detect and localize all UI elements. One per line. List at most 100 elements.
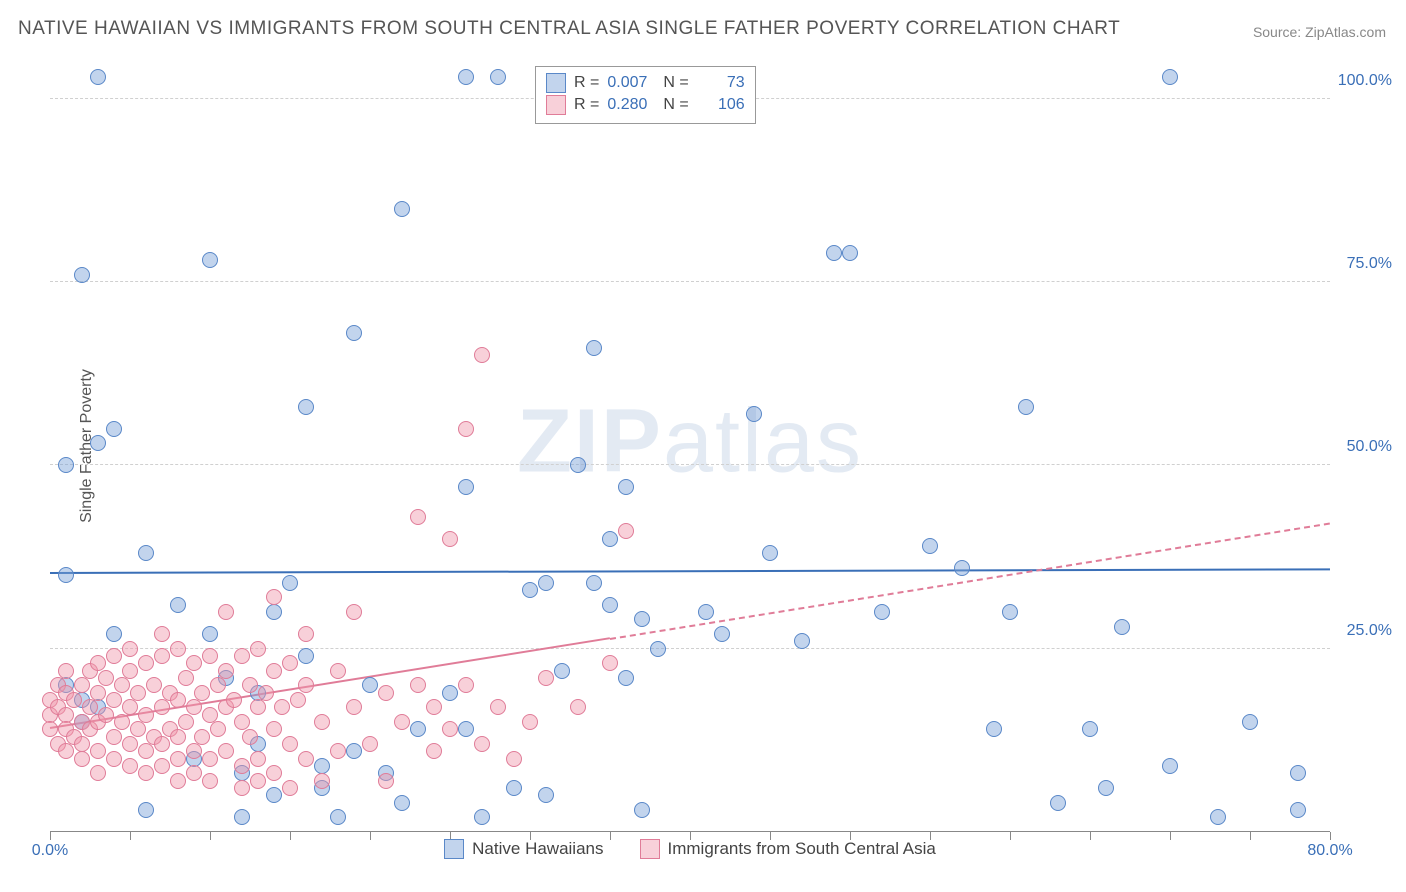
data-point: [474, 736, 490, 752]
data-point: [474, 809, 490, 825]
data-point: [178, 670, 194, 686]
gridline: [50, 281, 1330, 282]
data-point: [106, 692, 122, 708]
data-point: [282, 575, 298, 591]
data-point: [602, 531, 618, 547]
data-point: [274, 699, 290, 715]
data-point: [554, 663, 570, 679]
data-point: [290, 692, 306, 708]
data-point: [410, 509, 426, 525]
data-point: [250, 773, 266, 789]
data-point: [330, 743, 346, 759]
data-point: [522, 714, 538, 730]
data-point: [506, 780, 522, 796]
data-point: [954, 560, 970, 576]
data-point: [266, 787, 282, 803]
data-point: [202, 751, 218, 767]
data-point: [202, 707, 218, 723]
data-point: [74, 751, 90, 767]
data-point: [986, 721, 1002, 737]
data-point: [378, 685, 394, 701]
data-point: [74, 267, 90, 283]
data-point: [698, 604, 714, 620]
data-point: [1114, 619, 1130, 635]
data-point: [522, 582, 538, 598]
data-point: [314, 758, 330, 774]
data-point: [138, 802, 154, 818]
data-point: [210, 677, 226, 693]
data-point: [442, 531, 458, 547]
data-point: [218, 663, 234, 679]
data-point: [194, 729, 210, 745]
data-point: [258, 685, 274, 701]
data-point: [410, 721, 426, 737]
data-point: [1050, 795, 1066, 811]
data-point: [114, 714, 130, 730]
legend-swatch: [640, 839, 660, 859]
data-point: [106, 626, 122, 642]
data-point: [634, 802, 650, 818]
data-point: [394, 714, 410, 730]
data-point: [538, 787, 554, 803]
data-point: [154, 699, 170, 715]
data-point: [458, 421, 474, 437]
data-point: [442, 685, 458, 701]
stats-row: R =0.280N =106: [546, 95, 745, 115]
data-point: [242, 729, 258, 745]
data-point: [130, 685, 146, 701]
data-point: [250, 751, 266, 767]
y-tick-label: 100.0%: [1338, 72, 1392, 90]
data-point: [186, 655, 202, 671]
data-point: [234, 648, 250, 664]
gridline: [50, 464, 1330, 465]
data-point: [90, 765, 106, 781]
data-point: [202, 648, 218, 664]
stat-n-value: 106: [697, 96, 745, 114]
data-point: [170, 751, 186, 767]
data-point: [538, 670, 554, 686]
data-point: [362, 736, 378, 752]
data-point: [298, 648, 314, 664]
data-point: [58, 567, 74, 583]
data-point: [90, 69, 106, 85]
data-point: [1162, 69, 1178, 85]
data-point: [1242, 714, 1258, 730]
data-point: [282, 736, 298, 752]
data-point: [106, 648, 122, 664]
trend-line: [610, 522, 1330, 639]
data-point: [1290, 765, 1306, 781]
data-point: [458, 69, 474, 85]
x-tick: [1330, 832, 1331, 840]
data-point: [90, 435, 106, 451]
data-point: [202, 252, 218, 268]
data-point: [266, 589, 282, 605]
data-point: [346, 604, 362, 620]
data-point: [538, 575, 554, 591]
data-point: [250, 699, 266, 715]
data-point: [82, 699, 98, 715]
data-point: [130, 721, 146, 737]
data-point: [138, 707, 154, 723]
data-point: [154, 648, 170, 664]
data-point: [98, 707, 114, 723]
data-point: [218, 604, 234, 620]
data-point: [218, 743, 234, 759]
data-point: [178, 714, 194, 730]
data-point: [922, 538, 938, 554]
legend-label: Native Hawaiians: [472, 839, 603, 859]
data-point: [74, 677, 90, 693]
data-point: [794, 633, 810, 649]
stat-n-label: N =: [663, 96, 688, 114]
data-point: [90, 743, 106, 759]
data-point: [170, 597, 186, 613]
y-tick-label: 50.0%: [1347, 438, 1392, 456]
data-point: [186, 743, 202, 759]
data-point: [330, 663, 346, 679]
legend-label: Immigrants from South Central Asia: [668, 839, 936, 859]
data-point: [122, 699, 138, 715]
data-point: [170, 773, 186, 789]
data-point: [266, 604, 282, 620]
data-point: [650, 641, 666, 657]
data-point: [378, 773, 394, 789]
data-point: [154, 626, 170, 642]
